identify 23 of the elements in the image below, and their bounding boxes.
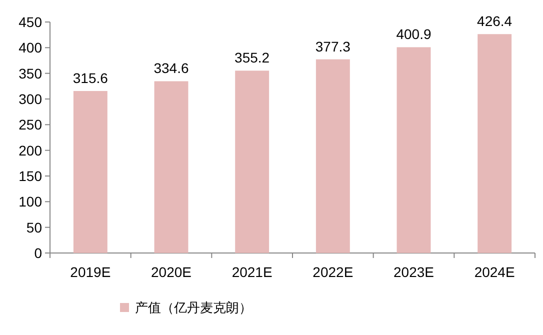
ytick: 150 (18, 168, 42, 184)
xtick: 2023E (394, 264, 434, 280)
ytick: 350 (18, 65, 42, 82)
ytick: 400 (18, 40, 42, 56)
xtick: 2024E (474, 264, 515, 280)
xtick: 2021E (232, 264, 272, 280)
xtick: 2022E (312, 264, 354, 280)
data-label: 334.6 (154, 60, 189, 76)
ytick: 450 (18, 14, 42, 30)
data-label: 377.3 (315, 38, 350, 54)
xtick: 2020E (151, 264, 192, 280)
ytick: 0 (34, 245, 42, 261)
xtick: 2019E (70, 264, 111, 280)
ytick: 200 (18, 142, 42, 158)
data-label: 315.6 (72, 70, 108, 86)
ytick: 300 (18, 91, 42, 107)
data-label: 355.2 (234, 50, 270, 66)
ytick: 50 (26, 219, 42, 236)
ytick: 250 (18, 116, 42, 133)
data-label: 400.9 (396, 26, 432, 42)
data-label: 426.4 (477, 13, 512, 30)
ytick: 100 (18, 194, 42, 210)
legend-text: 产值（亿丹麦克朗） (135, 300, 252, 315)
